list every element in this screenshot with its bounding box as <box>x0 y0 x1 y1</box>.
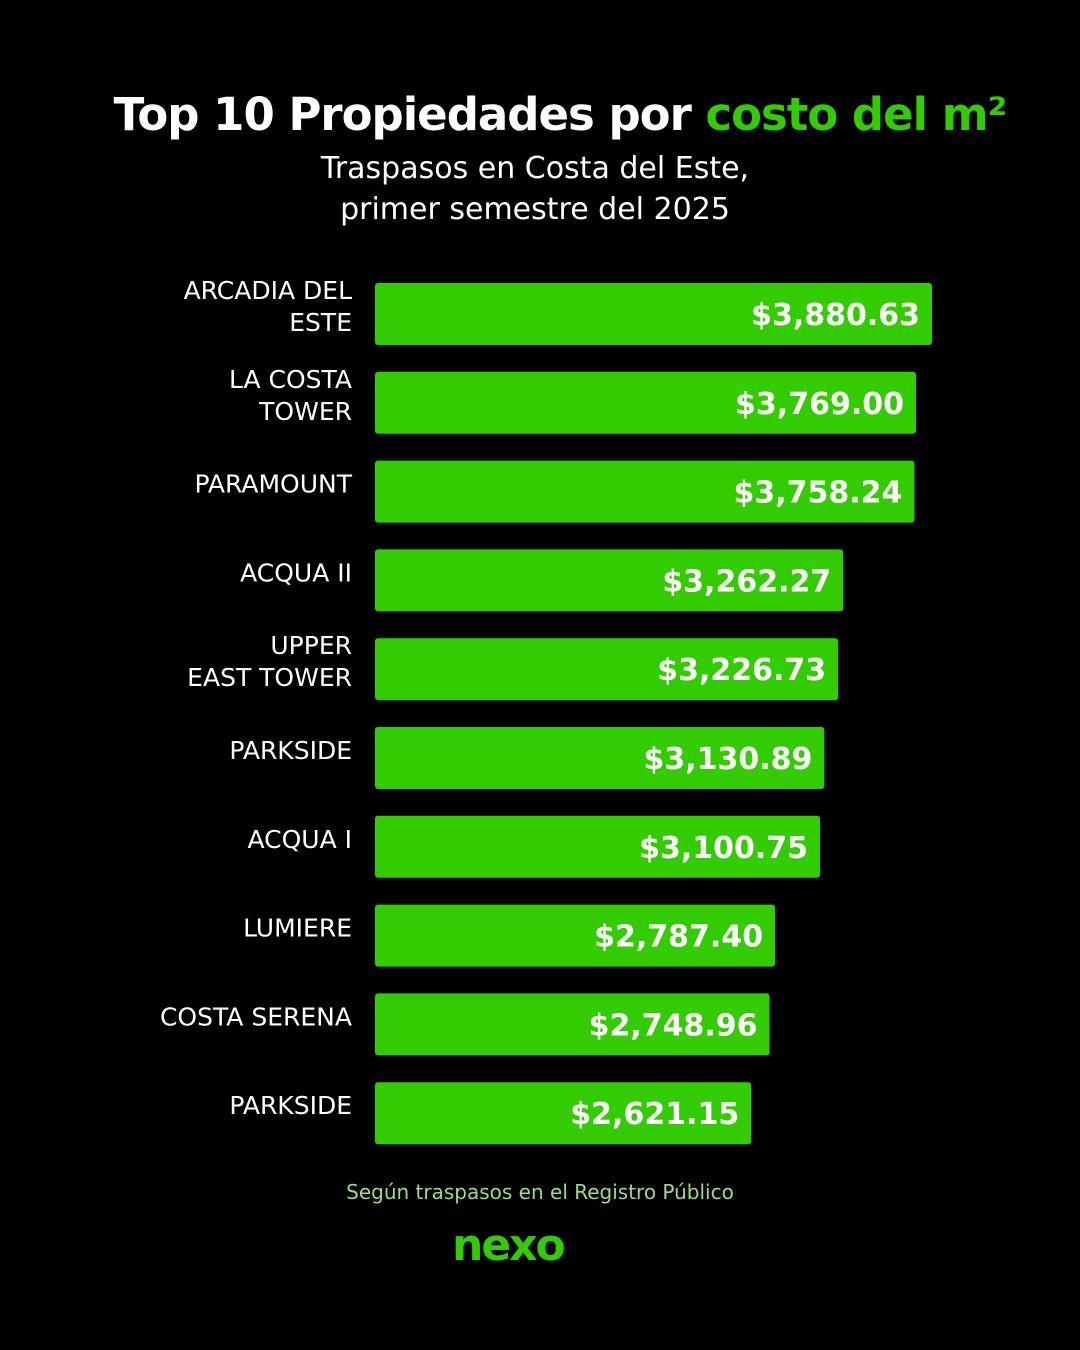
bar-value-label-9: $2,748.96 <box>589 1008 758 1043</box>
bar-6 <box>375 727 825 789</box>
bar-10 <box>375 1082 752 1145</box>
category-label-10: PARKSIDE <box>229 1091 352 1120</box>
category-label-2-line-2: TOWER <box>258 397 352 426</box>
subtitle-line-1: Traspasos en Costa del Este, <box>320 151 750 186</box>
bar-4 <box>375 549 844 612</box>
title-accent: costo del m² <box>705 88 1007 141</box>
category-label-5-line-1: UPPER <box>270 631 352 660</box>
category-label-1-line-2: ESTE <box>289 308 352 337</box>
bar-7 <box>375 815 821 878</box>
chart-title: Top 10 Propiedades por costo del m² <box>0 88 1080 141</box>
subtitle-line-2: primer semestre del 2025 <box>340 192 730 227</box>
source-note: Según traspasos en el Registro Público <box>346 1180 734 1204</box>
bar-9 <box>375 993 770 1056</box>
bar-value-label-1: $3,880.63 <box>751 298 920 333</box>
logo-wordmark: nexo <box>452 1222 565 1271</box>
nexo-logo: nexo <box>452 1222 567 1271</box>
bar-value-label-8: $2,787.40 <box>594 920 763 955</box>
chart-subtitle: Traspasos en Costa del Este, primer seme… <box>0 148 1070 230</box>
category-label-5-line-2: EAST TOWER <box>187 663 352 692</box>
category-label-4: ACQUA II <box>240 558 352 587</box>
bar-3 <box>375 460 915 523</box>
bar-2 <box>375 371 916 434</box>
bar-value-label-10: $2,621.15 <box>570 1097 739 1132</box>
category-label-8: LUMIERE <box>243 914 352 943</box>
bar-8 <box>375 904 776 967</box>
category-label-3: PARAMOUNT <box>194 470 352 499</box>
bar-value-label-2: $3,769.00 <box>735 387 904 422</box>
category-label-6: PARKSIDE <box>229 736 352 765</box>
title-main: Top 10 Propiedades por <box>113 88 692 141</box>
category-label-1-line-1: ARCADIA DEL <box>184 276 353 305</box>
category-label-7: ACQUA I <box>247 825 352 854</box>
category-label-9: COSTA SERENA <box>160 1002 352 1031</box>
bar-value-label-7: $3,100.75 <box>639 831 808 866</box>
bar-value-label-5: $3,226.73 <box>657 653 826 688</box>
bar-chart: $3,880.63 ARCADIA DEL ESTE $3,769.00 LA COST… <box>160 276 932 1145</box>
bar-5 <box>375 638 839 701</box>
bar-value-label-3: $3,758.24 <box>734 476 903 511</box>
category-label-2-line-1: LA COSTA <box>229 365 352 394</box>
bar-1 <box>375 283 932 345</box>
bar-value-label-6: $3,130.89 <box>643 742 812 777</box>
bar-value-label-4: $3,262.27 <box>662 564 831 599</box>
